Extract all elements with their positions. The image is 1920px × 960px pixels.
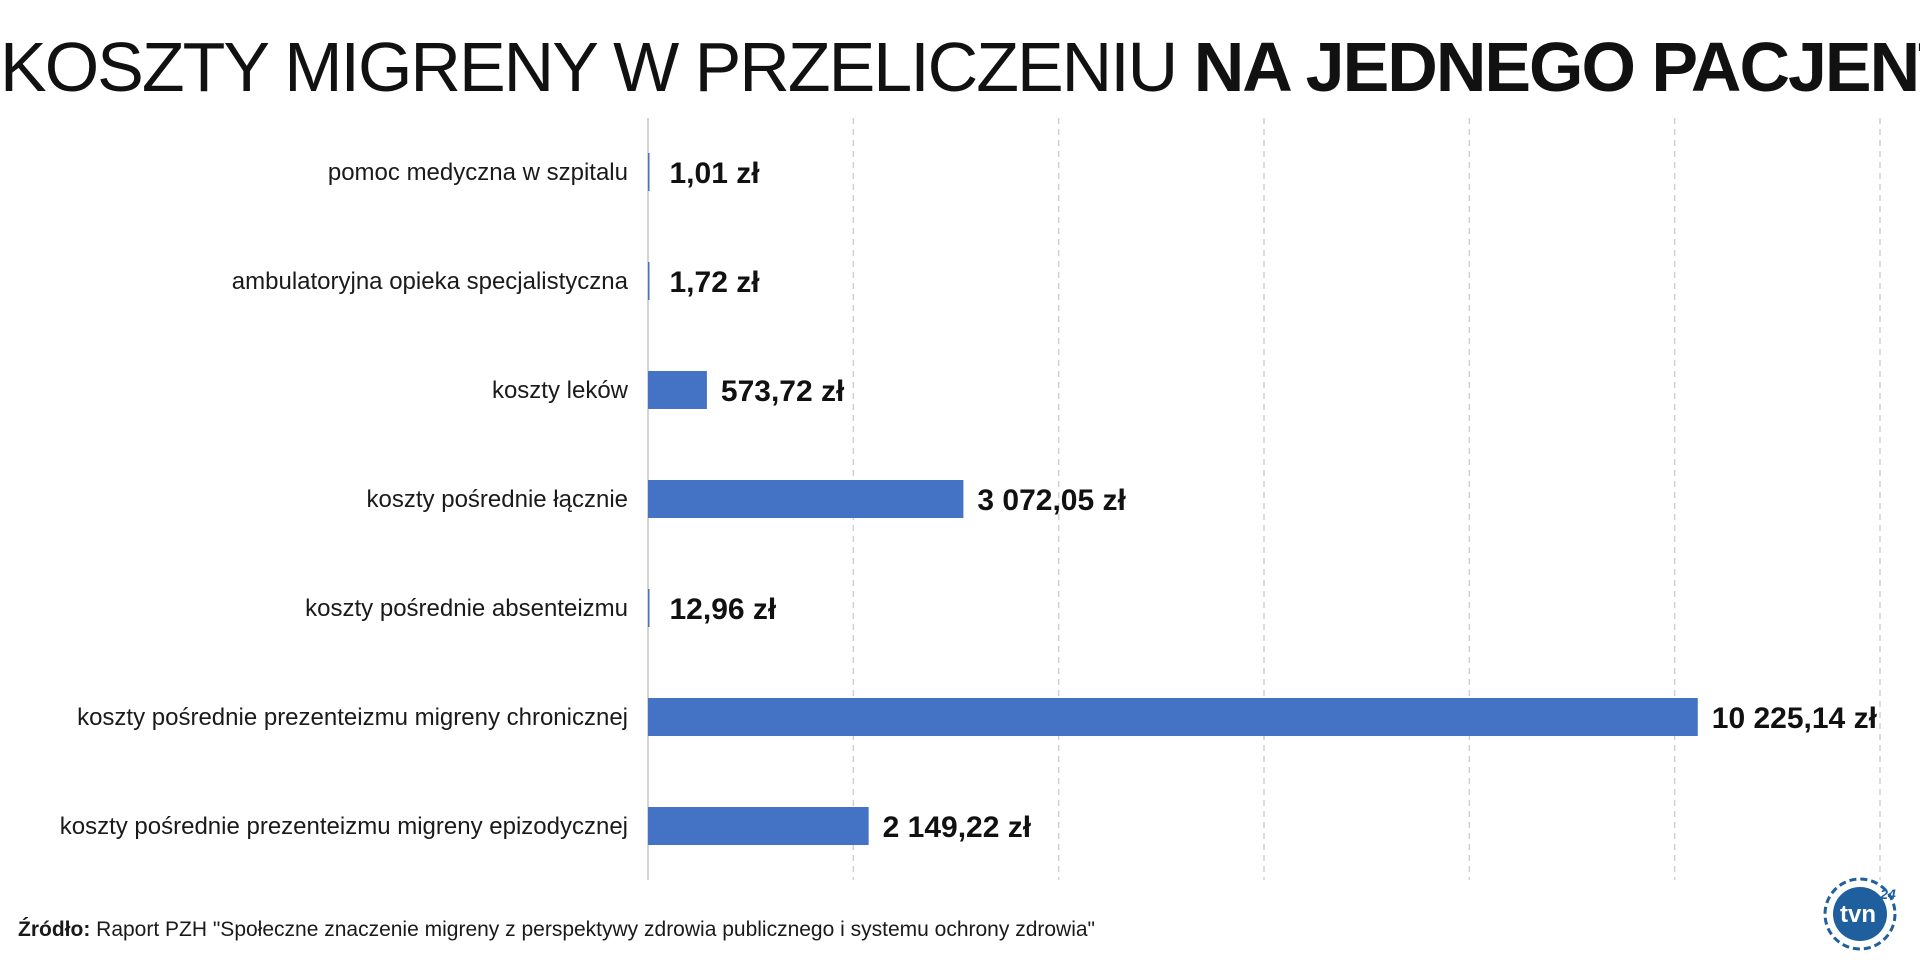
chart-bars xyxy=(648,153,1698,845)
logo-ring xyxy=(1823,877,1897,951)
category-label: koszty pośrednie absenteizmu xyxy=(305,595,628,622)
category-label: koszty pośrednie prezenteizmu migreny ep… xyxy=(60,813,628,840)
bar-3 xyxy=(648,371,707,409)
chart-title: KOSZTY MIGRENY W PRZELICZENIU NA JEDNEGO… xyxy=(0,22,1920,112)
chart-title-bold: NA JEDNEGO PACJENTA xyxy=(1193,28,1920,106)
value-label: 573,72 zł xyxy=(721,375,845,408)
category-label: koszty pośrednie prezenteizmu migreny ch… xyxy=(77,704,628,731)
value-label: 3 072,05 zł xyxy=(977,484,1126,517)
bar-5 xyxy=(648,589,650,627)
category-label: ambulatoryjna opieka specjalistyczna xyxy=(232,268,629,295)
value-label: 1,72 zł xyxy=(670,266,761,299)
bar-4 xyxy=(648,480,964,518)
logo-text: tvn xyxy=(1840,901,1876,928)
chart-labels: pomoc medyczna w szpitalu 1,01 zł ambulato… xyxy=(60,157,1878,844)
chart-title-light: KOSZTY MIGRENY W PRZELICZENIU xyxy=(0,28,1178,106)
value-label: 10 225,14 zł xyxy=(1712,702,1878,735)
bar-7 xyxy=(648,807,869,845)
value-label: 1,01 zł xyxy=(670,157,761,190)
logo-disc xyxy=(1833,887,1887,941)
category-label: pomoc medyczna w szpitalu xyxy=(328,159,628,186)
bar-6 xyxy=(648,698,1698,736)
source-note: Źródło: Raport PZH "Społeczne znaczenie … xyxy=(18,918,1095,942)
bar-2 xyxy=(648,262,650,300)
value-label: 12,96 zł xyxy=(670,593,777,626)
bar-1 xyxy=(648,153,650,191)
tvn24-logo: tvn 24 xyxy=(1823,877,1897,951)
source-text: Raport PZH "Społeczne znaczenie migreny … xyxy=(96,918,1096,941)
category-label: koszty pośrednie łącznie xyxy=(367,486,628,513)
source-label: Źródło: xyxy=(18,918,91,941)
logo-sup: 24 xyxy=(1879,886,1896,902)
value-label: 2 149,22 zł xyxy=(883,811,1032,844)
category-label: koszty leków xyxy=(492,377,629,404)
